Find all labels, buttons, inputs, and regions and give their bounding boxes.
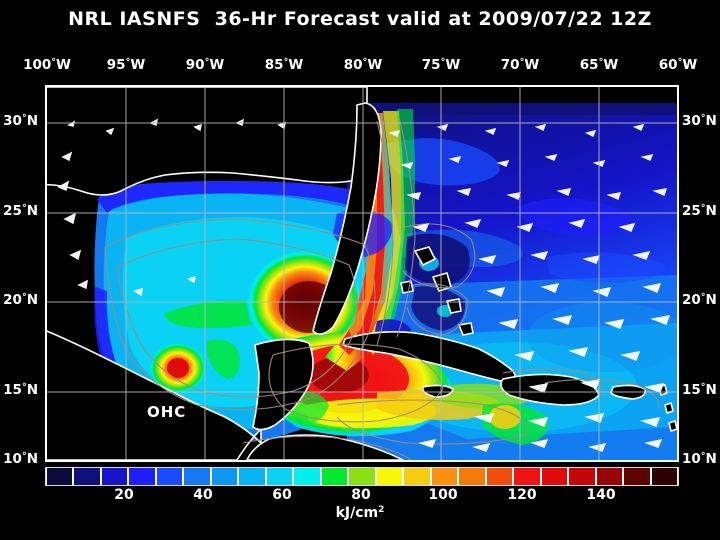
colorbar-tick-140: 140	[586, 487, 616, 503]
colorbar-tick-20: 20	[114, 487, 134, 503]
longitude-axis: 100°W 95°W 90°W 85°W 80°W 75°W 70°W 65°W…	[0, 57, 720, 77]
colorbar-cell	[650, 468, 679, 485]
colorbar-cell	[238, 468, 266, 485]
lon-tick-75w: 75°W	[421, 57, 461, 73]
lat-tick-left-15n: 15°N	[3, 382, 38, 398]
lon-tick-90w: 90°W	[185, 57, 225, 73]
lon-tick-70w: 70°W	[500, 57, 540, 73]
colorbar-cell	[100, 468, 129, 485]
page-title: NRL IASNFS 36-Hr Forecast valid at 2009/…	[68, 8, 652, 30]
lat-tick-left-10n: 10°N	[3, 451, 38, 467]
lat-tick-left-25n: 25°N	[3, 203, 38, 219]
colorbar-cell	[183, 468, 211, 485]
lon-tick-80w: 80°W	[343, 57, 383, 73]
colorbar-cell	[513, 468, 541, 485]
colorbar-tick-100: 100	[428, 487, 458, 503]
lon-tick-100w: 100°W	[23, 57, 71, 73]
colorbar-tick-120: 120	[507, 487, 537, 503]
colorbar-cell	[430, 468, 459, 485]
colorbar-cell	[375, 468, 404, 485]
colorbar-tick-60: 60	[272, 487, 292, 503]
colorbar-cell	[265, 468, 294, 485]
colorbar-cell	[293, 468, 321, 485]
lat-tick-right-30n: 30°N	[682, 113, 717, 129]
colorbar-cell	[348, 468, 376, 485]
colorbar-cell	[623, 468, 651, 485]
lat-tick-right-15n: 15°N	[682, 382, 717, 398]
lat-tick-right-25n: 25°N	[682, 203, 717, 219]
colorbar-units-exponent: 2	[378, 505, 385, 515]
colorbar-cell	[155, 468, 184, 485]
ohc-field-label: OHC	[147, 403, 187, 421]
lon-tick-85w: 85°W	[264, 57, 304, 73]
colorbar-cell	[458, 468, 486, 485]
colorbar-cell	[568, 468, 596, 485]
lon-tick-95w: 95°W	[106, 57, 146, 73]
colorbar-units: kJ/cm2	[0, 505, 720, 521]
colorbar-cell	[595, 468, 624, 485]
lon-tick-65w: 65°W	[579, 57, 619, 73]
map-panel[interactable]: OHC	[45, 85, 679, 462]
colorbar-tick-40: 40	[193, 487, 213, 503]
colorbar-cell	[210, 468, 239, 485]
colorbar-cell	[540, 468, 569, 485]
colorbar-cell	[128, 468, 156, 485]
colorbar-cell	[403, 468, 431, 485]
lon-tick-60w: 60°W	[658, 57, 698, 73]
ohc-heatmap	[47, 87, 677, 460]
colorbar-cell	[46, 468, 74, 485]
colorbar-cell	[320, 468, 349, 485]
colorbar-ticks: 20 40 60 80 100 120 140	[0, 487, 720, 505]
lat-tick-right-20n: 20°N	[682, 292, 717, 308]
lat-tick-left-20n: 20°N	[3, 292, 38, 308]
lat-tick-left-30n: 30°N	[3, 113, 38, 129]
lat-tick-right-10n: 10°N	[682, 451, 717, 467]
colorbar-cell	[73, 468, 101, 485]
colorbar[interactable]	[45, 467, 679, 486]
colorbar-cell	[485, 468, 514, 485]
colorbar-units-text: kJ/cm	[335, 505, 379, 521]
colorbar-tick-80: 80	[351, 487, 371, 503]
